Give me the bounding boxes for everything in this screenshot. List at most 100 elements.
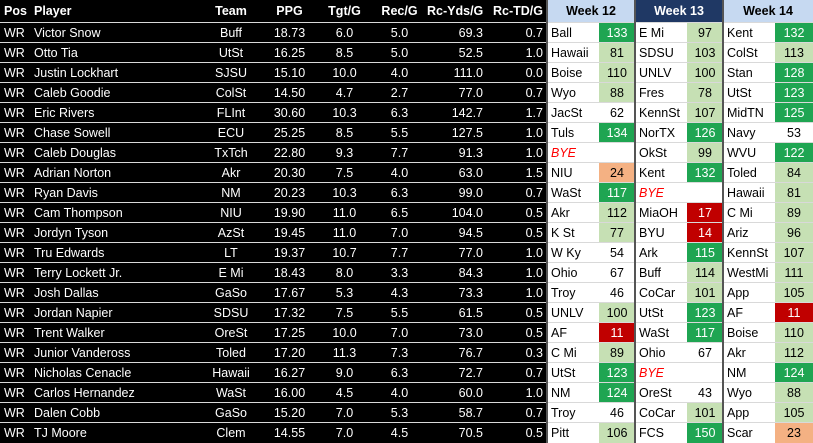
cell-player: Adrian Norton <box>30 163 200 183</box>
matchup-score-w13: 67 <box>687 343 723 363</box>
opponent-w12: Tuls <box>547 123 599 143</box>
opponent-w13: WaSt <box>635 323 687 343</box>
matchup-score-w13: 14 <box>687 223 723 243</box>
cell-rec: 6.5 <box>372 203 427 223</box>
opponent-w14: Stan <box>723 63 775 83</box>
opponent-w14: WestMi <box>723 263 775 283</box>
cell-rec: 3.3 <box>372 263 427 283</box>
opponent-w12: Ohio <box>547 263 599 283</box>
cell-team: GaSo <box>200 403 262 423</box>
cell-pos: WR <box>0 323 30 343</box>
matchup-score-w12: 112 <box>599 203 635 223</box>
cell-player: Caleb Goodie <box>30 83 200 103</box>
opponent-w12: Hawaii <box>547 43 599 63</box>
matchup-score-w12: 124 <box>599 383 635 403</box>
cell-team: Buff <box>200 23 262 43</box>
cell-team: SDSU <box>200 303 262 323</box>
cell-tgt: 10.3 <box>317 183 372 203</box>
cell-tgt: 10.0 <box>317 63 372 83</box>
cell-pos: WR <box>0 83 30 103</box>
cell-team: GaSo <box>200 283 262 303</box>
cell-player: Trent Walker <box>30 323 200 343</box>
opponent-w13: UNLV <box>635 63 687 83</box>
cell-td: 0.7 <box>487 23 547 43</box>
opponent-w13: Buff <box>635 263 687 283</box>
cell-player: Victor Snow <box>30 23 200 43</box>
cell-player: Chase Sowell <box>30 123 200 143</box>
cell-rec: 5.0 <box>372 43 427 63</box>
cell-yds: 91.3 <box>427 143 487 163</box>
matchup-score-w13: 123 <box>687 303 723 323</box>
matchup-score-w13: 43 <box>687 383 723 403</box>
opponent-w12: K St <box>547 223 599 243</box>
cell-player: Cam Thompson <box>30 203 200 223</box>
cell-yds: 84.3 <box>427 263 487 283</box>
cell-player: Dalen Cobb <box>30 403 200 423</box>
row-divider <box>0 362 813 363</box>
cell-yds: 63.0 <box>427 163 487 183</box>
cell-team: NIU <box>200 203 262 223</box>
row-divider <box>0 102 813 103</box>
cell-player: Ryan Davis <box>30 183 200 203</box>
opponent-w12: W Ky <box>547 243 599 263</box>
opponent-w14: C Mi <box>723 203 775 223</box>
cell-ppg: 25.25 <box>262 123 317 143</box>
cell-ppg: 16.00 <box>262 383 317 403</box>
cell-ppg: 16.25 <box>262 43 317 63</box>
cell-tgt: 10.3 <box>317 103 372 123</box>
cell-team: Toled <box>200 343 262 363</box>
opponent-w14: AF <box>723 303 775 323</box>
opponent-w13: SDSU <box>635 43 687 63</box>
opponent-w12: C Mi <box>547 343 599 363</box>
header-player: Player <box>30 0 200 22</box>
cell-td: 0.3 <box>487 343 547 363</box>
cell-rec: 7.0 <box>372 323 427 343</box>
cell-tgt: 9.0 <box>317 363 372 383</box>
cell-pos: WR <box>0 423 30 443</box>
header-team: Team <box>200 0 262 22</box>
cell-player: Junior Vandeross <box>30 343 200 363</box>
cell-td: 1.5 <box>487 163 547 183</box>
matchup-score-w13: 101 <box>687 403 723 423</box>
opponent-w14: Hawaii <box>723 183 775 203</box>
opponent-w14: MidTN <box>723 103 775 123</box>
matchup-score-w13: 97 <box>687 23 723 43</box>
cell-ppg: 17.32 <box>262 303 317 323</box>
opponent-w13: Ohio <box>635 343 687 363</box>
cell-pos: WR <box>0 383 30 403</box>
matchup-score-w14: 124 <box>775 363 813 383</box>
cell-td: 0.7 <box>487 83 547 103</box>
opponent-w13: KennSt <box>635 103 687 123</box>
cell-team: NM <box>200 183 262 203</box>
matchup-score-w12: 54 <box>599 243 635 263</box>
opponent-w12: UNLV <box>547 303 599 323</box>
cell-team: UtSt <box>200 43 262 63</box>
header-w12: Week 12 <box>547 0 635 22</box>
matchup-score-w12: 110 <box>599 63 635 83</box>
cell-rec: 4.3 <box>372 283 427 303</box>
cell-player: TJ Moore <box>30 423 200 443</box>
week-divider <box>634 0 636 443</box>
matchup-score-w12: 88 <box>599 83 635 103</box>
header-w13: Week 13 <box>635 0 723 22</box>
cell-yds: 142.7 <box>427 103 487 123</box>
matchup-score-w14: 23 <box>775 423 813 443</box>
opponent-w13: BYE <box>635 363 687 383</box>
cell-ppg: 20.30 <box>262 163 317 183</box>
cell-tgt: 11.0 <box>317 223 372 243</box>
row-divider <box>0 42 813 43</box>
opponent-w13: OkSt <box>635 143 687 163</box>
cell-tgt: 7.5 <box>317 163 372 183</box>
cell-pos: WR <box>0 343 30 363</box>
matchup-score-w13: 115 <box>687 243 723 263</box>
cell-rec: 4.0 <box>372 383 427 403</box>
matchup-score-w12: 123 <box>599 363 635 383</box>
opponent-w13: E Mi <box>635 23 687 43</box>
row-divider <box>0 162 813 163</box>
opponent-w14: Kent <box>723 23 775 43</box>
cell-team: SJSU <box>200 63 262 83</box>
cell-pos: WR <box>0 63 30 83</box>
row-divider <box>0 262 813 263</box>
cell-tgt: 7.0 <box>317 403 372 423</box>
header-yds: Rc-Yds/G <box>427 0 487 22</box>
